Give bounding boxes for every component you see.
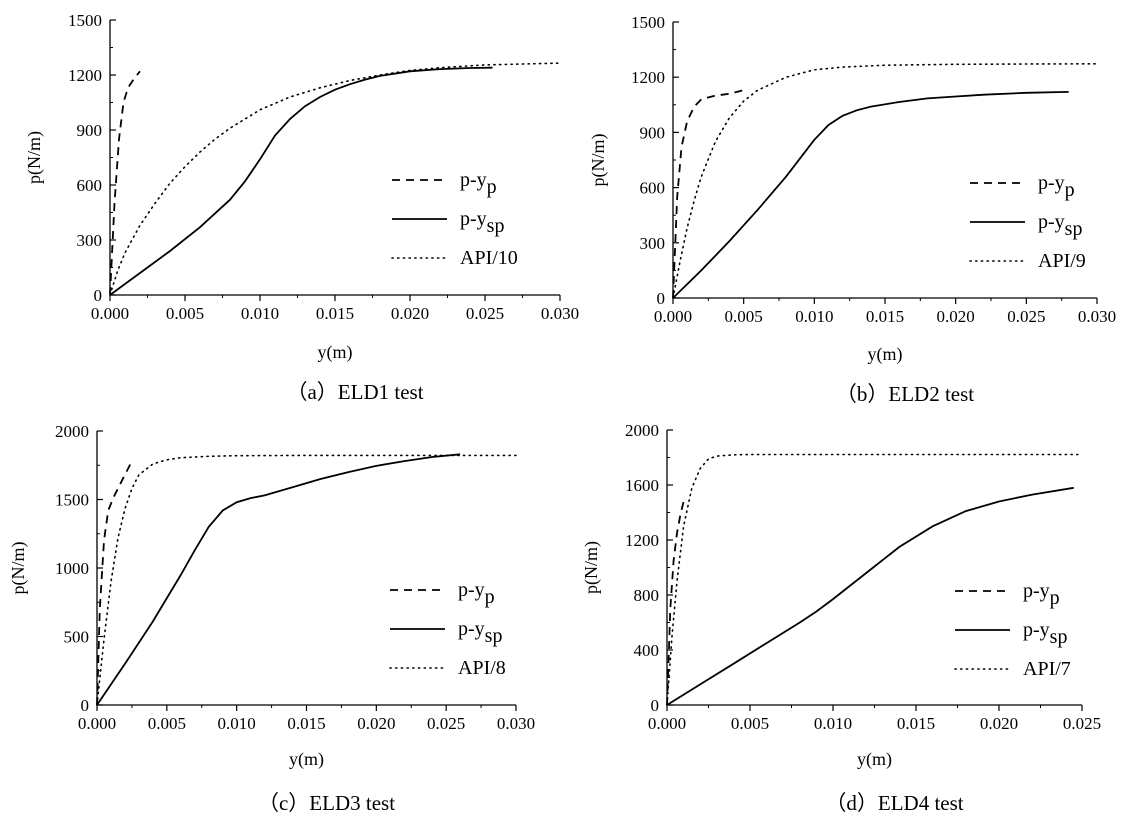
series-line-solid	[96, 453, 461, 706]
x-tick-label: 0.025	[466, 304, 504, 323]
y-tick-label: 0	[81, 696, 90, 715]
series-line-dashed	[672, 89, 744, 299]
y-tick-label: 1500	[68, 11, 102, 30]
chart-panel-3: 0.000 0.005 0.010 0.015 0.020 0.025 0.030 0 500 1…	[8, 422, 535, 815]
x-tick-label: 0.015	[316, 304, 354, 323]
x-tick-label: 0.005	[731, 714, 769, 733]
series-line-dashed	[666, 501, 685, 706]
x-tick-label: 0.025	[1063, 714, 1101, 733]
y-axis-label: p(N/m)	[8, 542, 29, 595]
series-line-dotted	[666, 453, 1083, 706]
x-tick-label: 0.000	[91, 304, 129, 323]
legend-entry: API/10	[460, 247, 518, 269]
x-tick-label: 0.010	[218, 714, 256, 733]
y-tick-label: 1200	[68, 66, 102, 85]
legend-entry: API/8	[458, 657, 506, 679]
chart-caption: （a）ELD1 test	[286, 380, 423, 404]
y-tick-label: 0	[94, 286, 103, 305]
y-tick-label: 400	[634, 641, 660, 660]
y-tick-label: 1500	[631, 13, 665, 32]
y-axis-label: p(N/m)	[581, 541, 602, 594]
x-tick-label: 0.020	[980, 714, 1018, 733]
y-tick-label: 0	[651, 696, 660, 715]
y-tick-label: 1200	[631, 68, 665, 87]
x-axis-label: y(m)	[857, 749, 892, 770]
series-line-solid	[666, 486, 1074, 706]
x-tick-label: 0.025	[1007, 307, 1045, 326]
y-tick-label: 600	[77, 176, 103, 195]
y-tick-label: 2000	[55, 422, 89, 441]
legend-entry: p-ysp	[460, 208, 504, 237]
x-tick-label: 0.000	[654, 307, 692, 326]
y-axis-label: p(N/m)	[588, 134, 609, 187]
x-tick-label: 0.010	[795, 307, 833, 326]
x-tick-label: 0.015	[287, 714, 325, 733]
x-tick-label: 0.020	[357, 714, 395, 733]
legend-entry: p-yp	[1038, 172, 1075, 201]
series-line-solid	[672, 91, 1069, 299]
chart-caption: （d）ELD4 test	[825, 791, 963, 815]
x-tick-label: 0.030	[541, 304, 579, 323]
x-tick-label: 0.030	[1078, 307, 1116, 326]
chart-panel-2: 0.000 0.005 0.010 0.015 0.020 0.025 0.030 0 300 6…	[588, 13, 1116, 406]
x-tick-label: 0.000	[648, 714, 686, 733]
y-axis-label: p(N/m)	[24, 131, 45, 184]
series-line-dotted	[109, 62, 561, 296]
chart-caption: （b）ELD2 test	[836, 382, 974, 406]
x-axis-label: y(m)	[868, 344, 903, 365]
legend-entry: API/9	[1038, 250, 1086, 272]
y-tick-label: 2000	[625, 421, 659, 440]
series-line-solid	[109, 66, 493, 296]
x-tick-label: 0.010	[241, 304, 279, 323]
legend-entry: API/7	[1023, 658, 1071, 680]
y-tick-label: 500	[64, 628, 90, 647]
legend-entry: p-ysp	[1038, 211, 1082, 240]
legend-entry: p-ysp	[1023, 619, 1067, 648]
chart-panel-4: 0.000 0.005 0.010 0.015 0.020 0.025 0 400 800 120…	[581, 421, 1101, 815]
chart-caption: （c）ELD3 test	[258, 791, 395, 815]
series-line-dotted	[672, 63, 1098, 299]
series-line-dotted	[96, 454, 517, 706]
x-axis-label: y(m)	[318, 342, 353, 363]
legend-entry: p-yp	[1023, 580, 1060, 609]
y-tick-label: 900	[77, 121, 103, 140]
y-tick-label: 900	[640, 123, 666, 142]
x-tick-label: 0.005	[166, 304, 204, 323]
x-tick-label: 0.020	[391, 304, 429, 323]
legend-entry: p-ysp	[458, 618, 502, 647]
legend-entry: p-yp	[460, 169, 497, 198]
x-tick-label: 0.005	[148, 714, 186, 733]
x-tick-label: 0.015	[866, 307, 904, 326]
x-tick-label: 0.025	[427, 714, 465, 733]
x-tick-label: 0.020	[937, 307, 975, 326]
y-tick-label: 1600	[625, 476, 659, 495]
y-tick-label: 300	[77, 231, 103, 250]
y-tick-label: 600	[640, 179, 666, 198]
x-tick-label: 0.005	[725, 307, 763, 326]
x-tick-label: 0.000	[78, 714, 116, 733]
y-tick-label: 300	[640, 234, 666, 253]
legend-entry: p-yp	[458, 579, 495, 608]
y-tick-label: 800	[634, 586, 660, 605]
x-tick-label: 0.030	[497, 714, 535, 733]
y-tick-label: 1200	[625, 531, 659, 550]
x-tick-label: 0.015	[897, 714, 935, 733]
series-line-dashed	[96, 460, 133, 706]
y-tick-label: 1500	[55, 491, 89, 510]
chart-panel-1: 0.000 0.005 0.010 0.015 0.020 0.025 0.030 0 300 6…	[24, 11, 579, 404]
x-tick-label: 0.010	[814, 714, 852, 733]
series-line-dashed	[109, 70, 141, 296]
x-axis-label: y(m)	[289, 749, 324, 770]
y-tick-label: 1000	[55, 559, 89, 578]
y-tick-label: 0	[657, 289, 666, 308]
